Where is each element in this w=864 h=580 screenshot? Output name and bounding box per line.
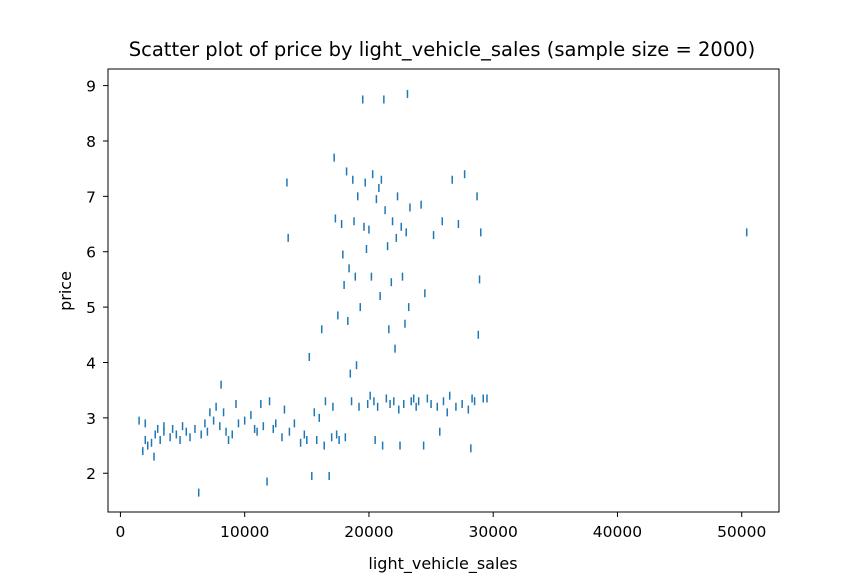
points-layer <box>138 89 748 497</box>
y-axis-label: price <box>56 271 75 311</box>
x-tick-label: 50000 <box>717 523 766 541</box>
y-tick-label: 3 <box>86 410 96 428</box>
y-tick-label: 5 <box>86 299 96 317</box>
x-tick-label: 30000 <box>469 523 518 541</box>
x-tick-label: 0 <box>115 523 125 541</box>
y-tick-label: 8 <box>86 133 96 151</box>
y-tick-label: 6 <box>86 244 96 262</box>
x-tick-label: 40000 <box>593 523 642 541</box>
y-tick-label: 2 <box>86 465 96 483</box>
y-tick-label: 4 <box>86 354 96 372</box>
y-axis-ticks: 2 3 4 5 6 7 8 9 <box>86 78 108 483</box>
chart-title: Scatter plot of price by light_vehicle_s… <box>129 38 756 61</box>
y-tick-label: 7 <box>86 188 96 206</box>
x-tick-label: 20000 <box>344 523 393 541</box>
y-tick-label: 9 <box>86 78 96 96</box>
x-axis-ticks: 0 10000 20000 30000 40000 50000 <box>115 512 766 541</box>
plot-area-frame <box>107 68 780 513</box>
x-tick-label: 10000 <box>220 523 269 541</box>
x-axis-label: light_vehicle_sales <box>368 554 517 574</box>
